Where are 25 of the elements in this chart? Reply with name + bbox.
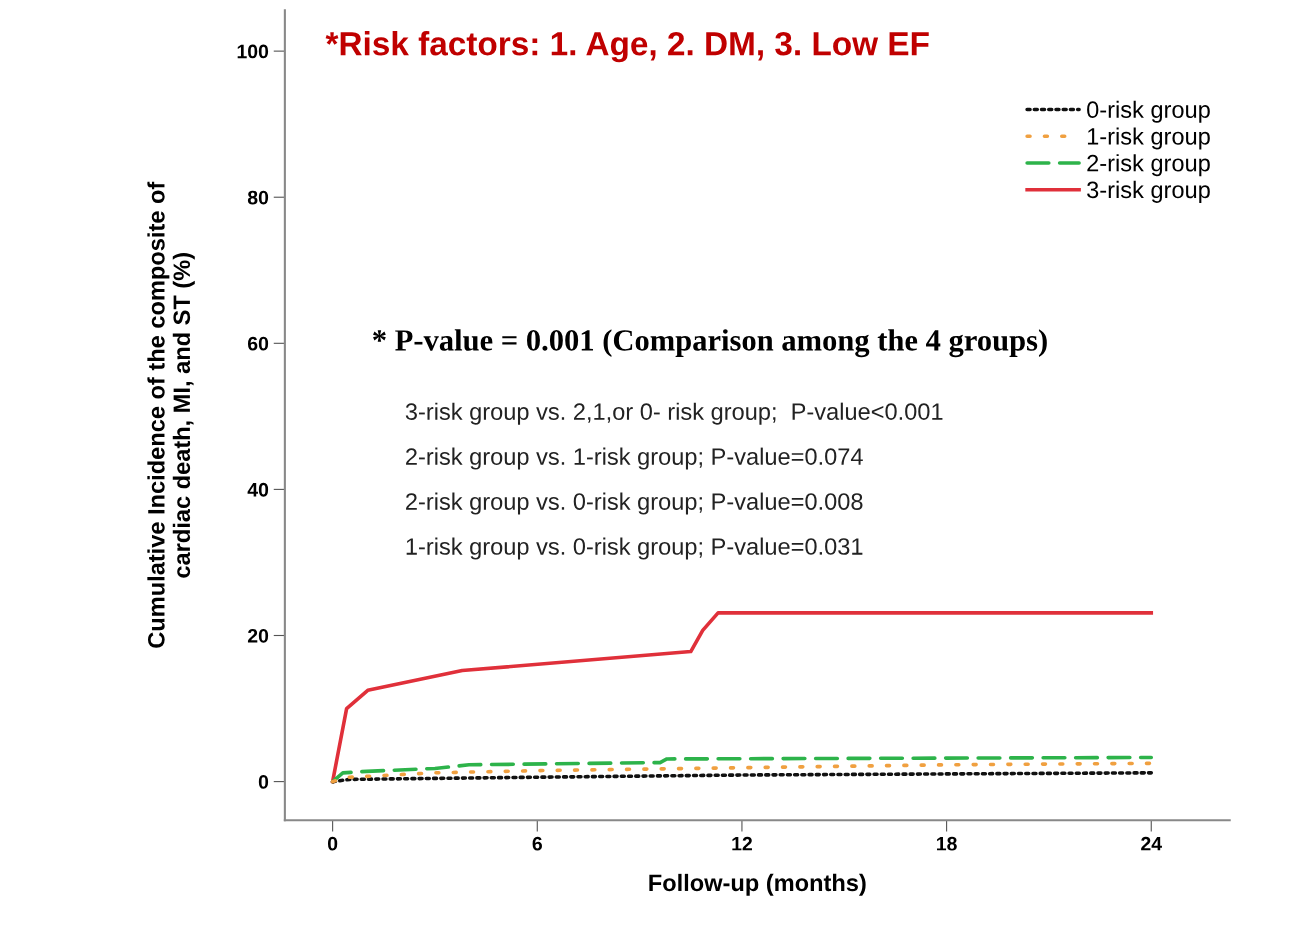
y-tick-label: 20 bbox=[247, 628, 269, 643]
annotation: 1-risk group vs. 0-risk group; P-value=0.031 bbox=[406, 537, 863, 560]
legend-label: 2-risk group bbox=[1087, 154, 1210, 177]
text: *Risk factors: 1. Age, 2. DM, 3. Low EF bbox=[325, 31, 929, 63]
legend-label: 0-risk group bbox=[1087, 100, 1210, 123]
y-tick-label: 60 bbox=[247, 336, 269, 351]
annotation: 3-risk group vs. 2,1,or 0- risk group; P-value<0.001 bbox=[405, 402, 943, 425]
y-tick-label: 40 bbox=[247, 482, 269, 497]
line-series bbox=[330, 761, 1154, 784]
y-tick-label: 0 bbox=[258, 775, 269, 789]
x-axis-title: Follow-up (months) bbox=[649, 873, 866, 896]
x-tick-label: 6 bbox=[532, 836, 542, 851]
legend-label: 1-risk group bbox=[1087, 127, 1210, 150]
annotation: 2-risk group vs. 0-risk group; P-value=0.008 bbox=[406, 492, 863, 515]
y-tick-label: 80 bbox=[247, 190, 269, 205]
line-series bbox=[330, 611, 1154, 784]
legend-label: 3-risk group bbox=[1087, 180, 1210, 203]
x-tick-label: 0 bbox=[327, 836, 338, 851]
y-axis-title: Cumulative Incidence of the composite of cardiac death, MI, and ST (%) bbox=[147, 181, 195, 648]
annotation: * P-value = 0.001 (Comparison among the 4 groups) bbox=[373, 329, 1047, 358]
x-tick-label: 12 bbox=[732, 836, 752, 851]
annotation: 2-risk group vs. 1-risk group; P-value=0.074 bbox=[406, 447, 863, 470]
y-tick-label: 100 bbox=[237, 44, 269, 59]
x-tick-label: 24 bbox=[1141, 836, 1162, 851]
x-tick-label: 18 bbox=[937, 836, 957, 851]
